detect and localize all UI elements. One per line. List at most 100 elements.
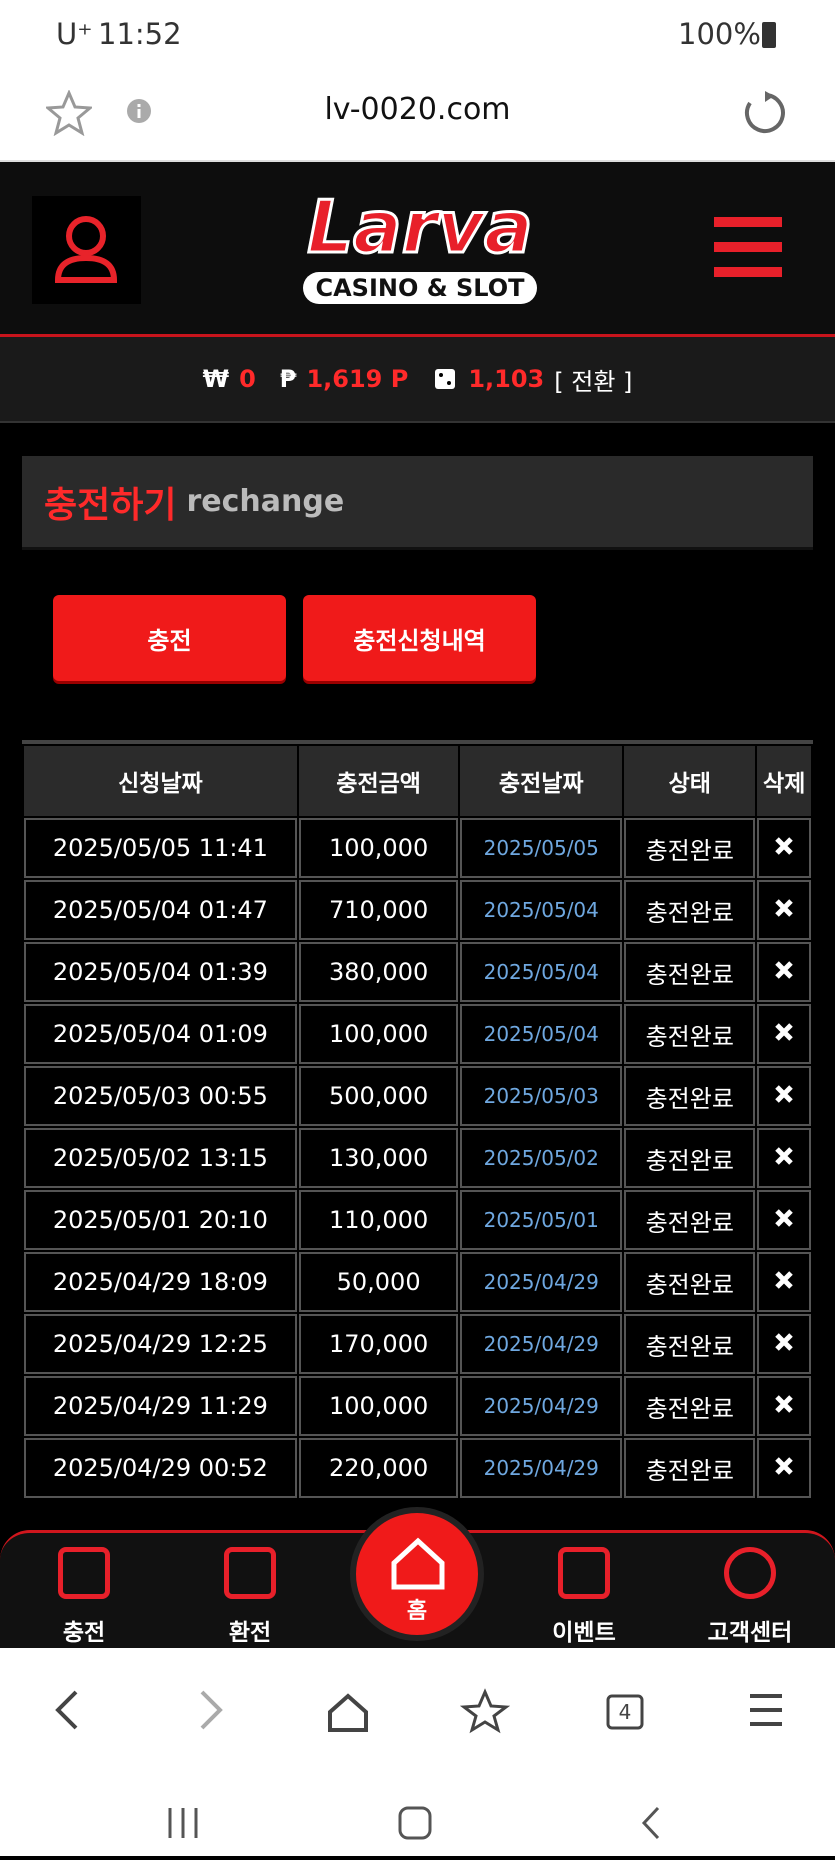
page-subtitle: rechange — [186, 484, 345, 519]
delete-icon[interactable] — [774, 1332, 794, 1352]
nav-icon — [558, 1547, 610, 1599]
status: 충전완료 — [624, 1004, 756, 1064]
nav-label[interactable]: 충전 — [62, 1620, 106, 1646]
status-bar: U⁺ 11:52 100% — [0, 0, 835, 72]
won-value: 0 — [239, 365, 256, 393]
point-value: 1,619 P — [306, 365, 409, 393]
delete-icon[interactable] — [774, 1456, 794, 1476]
table-row: 2025/04/29 12:25 170,000 2025/04/29 충전완료 — [24, 1314, 811, 1374]
nav-label[interactable]: 환전 — [228, 1620, 272, 1646]
logo[interactable]: Larva CASINO & SLOT — [300, 182, 540, 304]
column-header: 신청날짜 — [24, 746, 297, 816]
url-bar: lv-0020.com — [0, 72, 835, 162]
delete-cell[interactable] — [757, 1376, 811, 1436]
status: 충전완료 — [624, 1438, 756, 1498]
tab-count[interactable]: 4 — [619, 1700, 632, 1724]
delete-cell[interactable] — [757, 1190, 811, 1250]
chip-icon — [435, 369, 456, 389]
table-row: 2025/05/02 13:15 130,000 2025/05/02 충전완료 — [24, 1128, 811, 1188]
table-row: 2025/04/29 18:09 50,000 2025/04/29 충전완료 — [24, 1252, 811, 1312]
charge-date: 2025/05/04 — [460, 1004, 623, 1064]
reload-icon[interactable] — [742, 90, 788, 136]
delete-cell[interactable] — [757, 1314, 811, 1374]
content: 충전하기 rechange 충전 충전신청내역 신청날짜 충전금액 충전날짜 상태 삭제… — [0, 423, 835, 1538]
amount: 110,000 — [298, 1190, 459, 1250]
status: 충전완료 — [624, 818, 756, 878]
delete-icon[interactable] — [774, 1270, 794, 1290]
chip-value: 1,103 — [468, 365, 545, 393]
column-header: 삭제 — [757, 746, 811, 816]
user-button[interactable] — [32, 196, 141, 304]
time: 11:52 — [98, 17, 182, 51]
nav-icon — [724, 1547, 776, 1599]
request-date: 2025/05/03 00:55 — [24, 1066, 297, 1126]
delete-cell[interactable] — [757, 1004, 811, 1064]
won-symbol: ₩ — [202, 365, 230, 393]
browser-nav: 4 — [0, 1648, 835, 1856]
amount: 130,000 — [298, 1128, 459, 1188]
logo-text: Larva — [306, 184, 535, 271]
amount: 50,000 — [298, 1252, 459, 1312]
history-table: 신청날짜 충전금액 충전날짜 상태 삭제 2025/05/05 11:41 100,000 2… — [22, 740, 813, 1500]
nav-label[interactable]: 이벤트 — [552, 1620, 616, 1646]
charge-date: 2025/05/05 — [460, 818, 623, 878]
history-button[interactable]: 충전신청내역 — [303, 595, 536, 681]
logo-sub: CASINO & SLOT — [303, 272, 537, 304]
status: 충전완료 — [624, 1128, 756, 1188]
battery-icon — [762, 22, 776, 48]
delete-cell[interactable] — [757, 1128, 811, 1188]
amount: 100,000 — [298, 818, 459, 878]
amount: 710,000 — [298, 880, 459, 940]
charge-date: 2025/05/02 — [460, 1128, 623, 1188]
table-row: 2025/05/04 01:47 710,000 2025/05/04 충전완료 — [24, 880, 811, 940]
status: 충전완료 — [624, 1066, 756, 1126]
convert-button[interactable]: [ 전환 ] — [554, 367, 633, 396]
menu-button[interactable] — [714, 217, 782, 277]
charge-date: 2025/04/29 — [460, 1252, 623, 1312]
request-date: 2025/04/29 11:29 — [24, 1376, 297, 1436]
request-date: 2025/05/04 01:39 — [24, 942, 297, 1002]
site-header: Larva CASINO & SLOT — [0, 162, 835, 337]
request-date: 2025/05/04 01:09 — [24, 1004, 297, 1064]
amount: 100,000 — [298, 1376, 459, 1436]
delete-icon[interactable] — [774, 1208, 794, 1228]
delete-icon[interactable] — [774, 960, 794, 980]
info-icon[interactable] — [126, 98, 152, 124]
request-date: 2025/05/01 20:10 — [24, 1190, 297, 1250]
column-header: 충전금액 — [298, 746, 459, 816]
status: 충전완료 — [624, 942, 756, 1002]
delete-cell[interactable] — [757, 880, 811, 940]
delete-icon[interactable] — [774, 898, 794, 918]
charge-date: 2025/05/01 — [460, 1190, 623, 1250]
request-date: 2025/04/29 00:52 — [24, 1438, 297, 1498]
delete-cell[interactable] — [757, 818, 811, 878]
nav-label[interactable]: 고객센터 — [707, 1620, 793, 1646]
amount: 220,000 — [298, 1438, 459, 1498]
delete-cell[interactable] — [757, 1252, 811, 1312]
delete-icon[interactable] — [774, 1146, 794, 1166]
browser-icons: 4 — [55, 1688, 782, 1840]
delete-cell[interactable] — [757, 1438, 811, 1498]
home-button[interactable] — [350, 1507, 484, 1641]
delete-cell[interactable] — [757, 1066, 811, 1126]
nav-label[interactable]: 홈 — [406, 1599, 428, 1624]
page-title: 충전하기 — [44, 484, 177, 526]
delete-icon[interactable] — [774, 1394, 794, 1414]
delete-icon[interactable] — [774, 1084, 794, 1104]
battery: 100% — [678, 17, 761, 51]
url[interactable]: lv-0020.com — [324, 92, 511, 127]
delete-icon[interactable] — [774, 836, 794, 856]
star-icon[interactable] — [46, 90, 92, 136]
nav-icon — [224, 1547, 276, 1599]
balance-bar: ₩ 0 ₱ 1,619 P 1,103 [ 전환 ] — [0, 337, 835, 423]
delete-icon[interactable] — [774, 1022, 794, 1042]
charge-button[interactable]: 충전 — [53, 595, 286, 681]
table-row: 2025/05/05 11:41 100,000 2025/05/05 충전완료 — [24, 818, 811, 878]
request-date: 2025/05/02 13:15 — [24, 1128, 297, 1188]
delete-cell[interactable] — [757, 942, 811, 1002]
table-row: 2025/05/04 01:39 380,000 2025/05/04 충전완료 — [24, 942, 811, 1002]
table-row: 2025/05/03 00:55 500,000 2025/05/03 충전완료 — [24, 1066, 811, 1126]
status: 충전완료 — [624, 880, 756, 940]
